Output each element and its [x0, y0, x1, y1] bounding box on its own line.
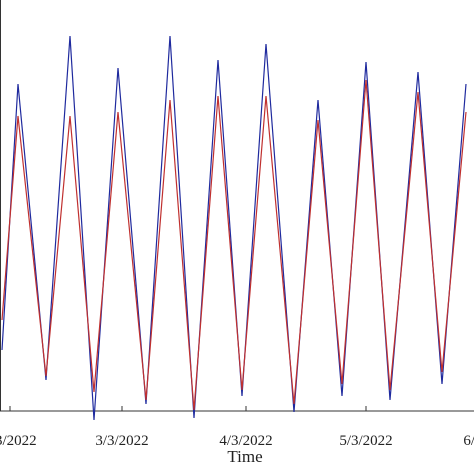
x-tick-label: 2/3/2022 — [0, 433, 37, 449]
x-tick-label: 5/3/2022 — [339, 433, 392, 449]
x-tick-label: 4/3/2022 — [219, 433, 272, 449]
series-line — [1, 35, 467, 421]
x-tick-label: 6/3/2022 — [463, 433, 474, 449]
x-tick-label: 3/3/2022 — [95, 433, 148, 449]
series-line — [1, 79, 467, 411]
x-axis-label: Time — [227, 447, 262, 466]
